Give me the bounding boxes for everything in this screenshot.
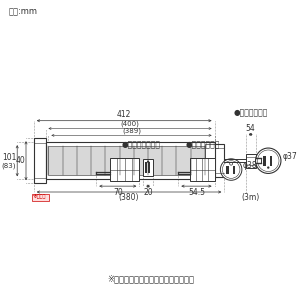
Text: 412: 412 xyxy=(117,110,131,119)
Bar xyxy=(190,158,214,181)
Text: ※配置位: ※配置位 xyxy=(33,194,46,200)
Text: (3m): (3m) xyxy=(242,194,260,202)
Bar xyxy=(49,146,205,176)
Circle shape xyxy=(147,160,149,163)
Bar xyxy=(263,156,266,166)
Text: ●引掛形プラグ: ●引掛形プラグ xyxy=(185,141,220,150)
Circle shape xyxy=(230,162,232,165)
Text: 40: 40 xyxy=(15,156,25,165)
Bar xyxy=(32,194,50,201)
Text: 単位:mm: 単位:mm xyxy=(8,8,38,16)
Bar xyxy=(270,156,272,166)
Bar xyxy=(34,138,46,183)
Circle shape xyxy=(220,159,242,180)
Text: (380): (380) xyxy=(119,194,139,202)
Text: ※さし込み口形状は省略しています。: ※さし込み口形状は省略しています。 xyxy=(107,274,194,284)
Bar xyxy=(143,159,153,176)
Text: 101: 101 xyxy=(2,153,16,162)
Text: (389): (389) xyxy=(122,128,141,134)
Text: 54: 54 xyxy=(246,124,256,133)
Text: 70: 70 xyxy=(113,188,123,196)
Circle shape xyxy=(222,161,240,178)
Bar xyxy=(148,162,150,173)
Bar xyxy=(205,144,214,177)
Text: ●ハーネスプラグ: ●ハーネスプラグ xyxy=(122,141,161,150)
Bar xyxy=(110,158,139,181)
Bar xyxy=(226,166,229,174)
Bar xyxy=(145,162,147,173)
Text: φ38: φ38 xyxy=(243,161,257,170)
Text: (83): (83) xyxy=(2,162,16,169)
Text: 54.5: 54.5 xyxy=(188,188,205,196)
Text: 20: 20 xyxy=(143,188,153,196)
Text: ●平刃形プラグ: ●平刃形プラグ xyxy=(234,108,268,117)
Bar xyxy=(232,166,235,174)
Bar xyxy=(246,154,256,168)
Bar xyxy=(214,144,224,177)
Circle shape xyxy=(267,167,269,169)
Text: φ37: φ37 xyxy=(283,152,298,161)
Circle shape xyxy=(256,148,281,173)
Circle shape xyxy=(257,150,279,172)
Text: (400): (400) xyxy=(121,121,140,127)
Bar xyxy=(46,142,214,179)
